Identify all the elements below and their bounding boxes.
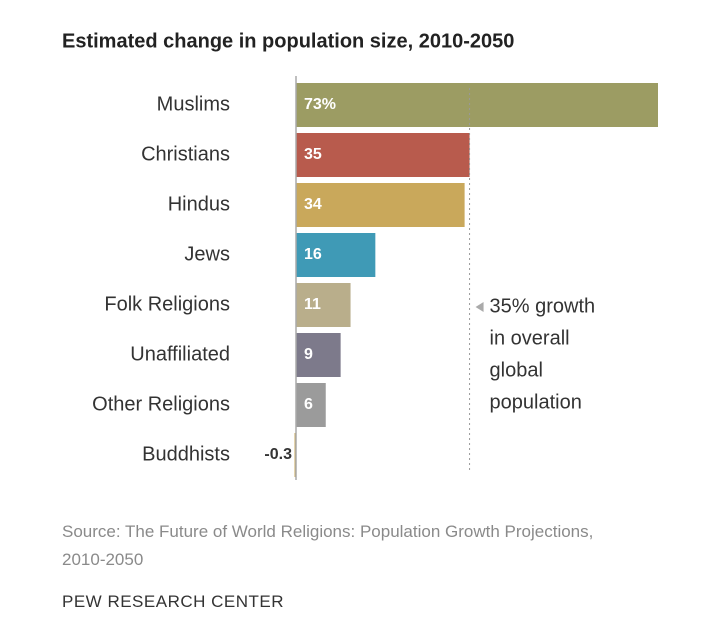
value-label: 6 <box>304 396 313 413</box>
source-note: Source: The Future of World Religions: P… <box>62 522 594 569</box>
annotation: population <box>490 391 582 413</box>
category-label: Other Religions <box>92 393 230 415</box>
bar <box>296 383 326 427</box>
value-label: 34 <box>304 196 322 213</box>
annotation: in overall <box>490 327 570 349</box>
value-label: 16 <box>304 246 322 263</box>
bar <box>296 183 465 227</box>
value-label: -0.3 <box>264 446 292 463</box>
chart-title: Estimated change in population size, 201… <box>62 30 514 52</box>
category-label: Unaffiliated <box>130 343 230 365</box>
value-label: 11 <box>304 296 321 313</box>
bar <box>296 133 470 177</box>
category-label: Hindus <box>168 193 230 215</box>
category-label: Folk Religions <box>104 293 230 315</box>
value-label: 9 <box>304 346 313 363</box>
annotation: 35% growth <box>490 295 596 317</box>
value-label: 35 <box>304 146 322 163</box>
footer: PEW RESEARCH CENTER <box>62 592 285 611</box>
category-label: Christians <box>141 143 230 165</box>
bar <box>296 83 658 127</box>
category-label: Muslims <box>157 93 230 115</box>
bar <box>296 333 341 377</box>
category-label: Jews <box>184 243 230 265</box>
bar <box>296 233 376 277</box>
annotation: global <box>490 359 543 381</box>
value-label: 73% <box>304 96 336 113</box>
chart: Estimated change in population size, 201… <box>62 30 658 480</box>
category-label: Buddhists <box>142 443 230 465</box>
arrow <box>475 302 484 312</box>
bar <box>296 283 351 327</box>
